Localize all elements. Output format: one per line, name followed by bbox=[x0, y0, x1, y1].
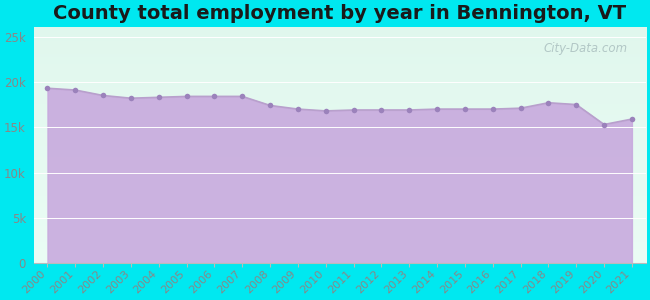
Text: City-Data.com: City-Data.com bbox=[543, 42, 627, 55]
Title: County total employment by year in Bennington, VT: County total employment by year in Benni… bbox=[53, 4, 626, 23]
